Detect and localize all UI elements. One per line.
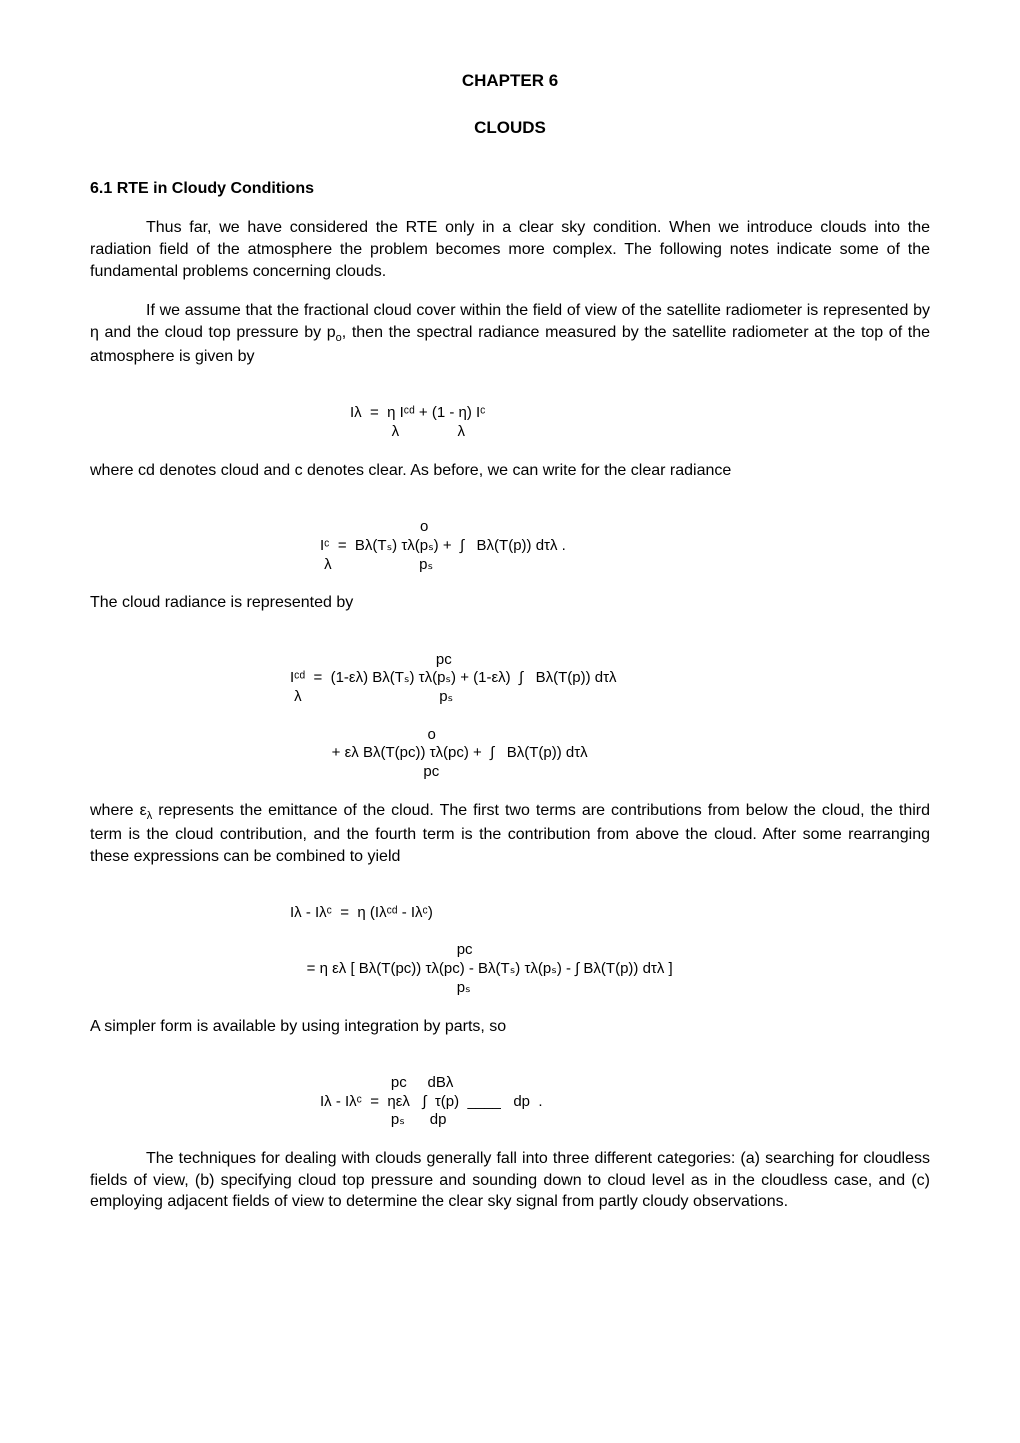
chapter-subtitle: CLOUDS [90, 117, 930, 140]
paragraph-1: Thus far, we have considered the RTE onl… [90, 217, 930, 282]
section-heading: 6.1 RTE in Cloudy Conditions [90, 178, 930, 200]
eq5-line2: Iλ - Iλᶜ = ηελ ∫ τ(p) ____ dp . [320, 1093, 543, 1110]
eq3-line7: pc [290, 763, 439, 780]
eq1-line2: λ λ [350, 423, 465, 440]
eq5-line3: pₛ dp [320, 1111, 446, 1128]
eq5-line1: pc dBλ [320, 1074, 453, 1091]
eq3-line2: Iᶜᵈ = (1-ελ) Bλ(Tₛ) τλ(pₛ) + (1-ελ) ∫ Bλ… [290, 669, 617, 686]
eq4-line5: pₛ [290, 979, 471, 996]
eq4-line4: = η ελ [ Bλ(T(pc)) τλ(pc) - Bλ(Tₛ) τλ(pₛ… [290, 960, 673, 977]
eq4-line1: Iλ - Iλᶜ = η (Iλᶜᵈ - Iλᶜ) [290, 904, 433, 921]
eq3-line5: o [290, 726, 436, 743]
para-5b: represents the emittance of the cloud. T… [90, 802, 930, 865]
equation-1: Iλ = η Iᶜᵈ + (1 - η) Iᶜ λ λ [90, 385, 930, 441]
chapter-title: CHAPTER 6 [90, 70, 930, 93]
eq2-line3: λ pₛ [320, 556, 433, 573]
paragraph-7: The techniques for dealing with clouds g… [90, 1148, 930, 1213]
eq2-line1: o [320, 518, 428, 535]
eq2-line2: Iᶜ = Bλ(Tₛ) τλ(pₛ) + ∫ Bλ(T(p)) dτλ . [320, 537, 566, 554]
eq3-line1: pc [290, 651, 452, 668]
equation-3: pc Iᶜᵈ = (1-ελ) Bλ(Tₛ) τλ(pₛ) + (1-ελ) ∫… [90, 632, 930, 782]
eq1-line1: Iλ = η Iᶜᵈ + (1 - η) Iᶜ [350, 404, 486, 421]
eq3-line6: + ελ Bλ(T(pc)) τλ(pc) + ∫ Bλ(T(p)) dτλ [290, 744, 588, 761]
paragraph-6: A simpler form is available by using int… [90, 1016, 930, 1038]
paragraph-2: If we assume that the fractional cloud c… [90, 300, 930, 367]
paragraph-4: The cloud radiance is represented by [90, 592, 930, 614]
eq4-line3: pc [290, 941, 473, 958]
eq3-line3: λ pₛ [290, 688, 453, 705]
equation-4: Iλ - Iλᶜ = η (Iλᶜᵈ - Iλᶜ) pc = η ελ [ Bλ… [90, 885, 930, 998]
equation-5: pc dBλ Iλ - Iλᶜ = ηελ ∫ τ(p) ____ dp . p… [90, 1055, 930, 1130]
paragraph-5: where ελ represents the emittance of the… [90, 800, 930, 867]
para-5a: where ε [90, 802, 147, 819]
equation-2: o Iᶜ = Bλ(Tₛ) τλ(pₛ) + ∫ Bλ(T(p)) dτλ . … [90, 499, 930, 574]
paragraph-3: where cd denotes cloud and c denotes cle… [90, 460, 930, 482]
